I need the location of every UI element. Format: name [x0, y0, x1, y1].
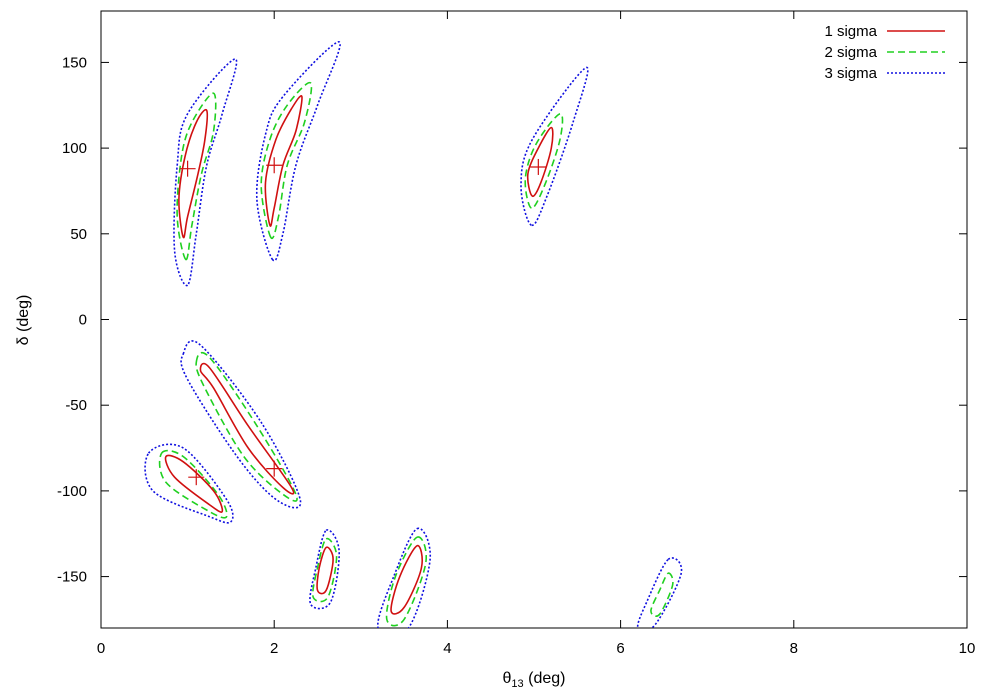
contour-regions [144, 41, 683, 628]
y-axis-title: δ (deg) [15, 295, 32, 346]
contour-region-6-1sigma [390, 544, 423, 615]
y-tick-label-5: 100 [62, 140, 87, 157]
contour-region-4-2sigma [158, 449, 228, 519]
contour-region-5-3sigma [309, 529, 340, 610]
best-fit-markers [179, 157, 547, 486]
legend-label-1sigma: 1 sigma [824, 23, 877, 40]
legend: 1 sigma 2 sigma 3 sigma [824, 23, 945, 82]
contour-region-7-3sigma [636, 557, 683, 628]
x-tick-label-3: 6 [616, 640, 624, 657]
svg-text:θ13 (deg): θ13 (deg) [503, 670, 566, 690]
x-axis-title: θ13 (deg) [503, 670, 566, 690]
contour-layer [144, 41, 683, 628]
best-fit-marker-4 [266, 460, 283, 477]
contour-region-3-2sigma [195, 352, 298, 502]
contour-region-2-1sigma [526, 126, 554, 198]
contour-region-5-2sigma [311, 537, 338, 603]
contour-region-1-1sigma [264, 95, 303, 227]
contour-region-0-1sigma [178, 108, 209, 239]
contour-region-2-2sigma [524, 113, 564, 209]
axis-ticks: 0 2 4 6 8 10 -150 -100 -50 0 50 100 150 [57, 11, 975, 657]
x-tick-label-0: 0 [97, 640, 105, 657]
best-fit-marker-0 [179, 160, 196, 177]
plot-frame [100, 10, 968, 629]
x-tick-label-5: 10 [959, 640, 976, 657]
x-axis-title-unit: (deg) [524, 670, 566, 687]
legend-label-3sigma: 3 sigma [824, 65, 877, 82]
contour-region-5-1sigma [316, 546, 334, 595]
contour-region-3-3sigma [180, 340, 302, 509]
contour-region-1-3sigma [255, 41, 341, 262]
y-tick-label-6: 150 [62, 54, 87, 71]
contour-region-1-2sigma [260, 81, 313, 240]
x-tick-label-1: 2 [270, 640, 278, 657]
contour-region-4-3sigma [144, 443, 234, 524]
best-fit-marker-1 [266, 157, 283, 174]
contour-region-0-2sigma [176, 92, 217, 261]
y-tick-label-4: 50 [70, 226, 87, 243]
y-tick-label-1: -100 [57, 483, 87, 500]
contour-region-4-1sigma [164, 454, 224, 513]
y-tick-label-0: -150 [57, 569, 87, 586]
contour-region-7-2sigma [650, 572, 674, 617]
best-fit-marker-2 [530, 158, 547, 175]
x-axis-title-subscript: 13 [511, 678, 523, 690]
best-fit-marker-3 [188, 469, 205, 486]
y-tick-label-2: -50 [65, 397, 87, 414]
contour-region-3-1sigma [199, 362, 295, 495]
contour-region-6-3sigma [377, 527, 431, 628]
contour-region-2-3sigma [520, 66, 589, 227]
contour-region-0-3sigma [173, 58, 238, 287]
x-tick-label-2: 4 [443, 640, 451, 657]
y-tick-label-3: 0 [79, 312, 87, 329]
x-tick-label-4: 8 [790, 640, 798, 657]
legend-label-2sigma: 2 sigma [824, 44, 877, 61]
x-axis-title-symbol: θ [503, 670, 512, 687]
contour-region-6-2sigma [385, 536, 428, 627]
